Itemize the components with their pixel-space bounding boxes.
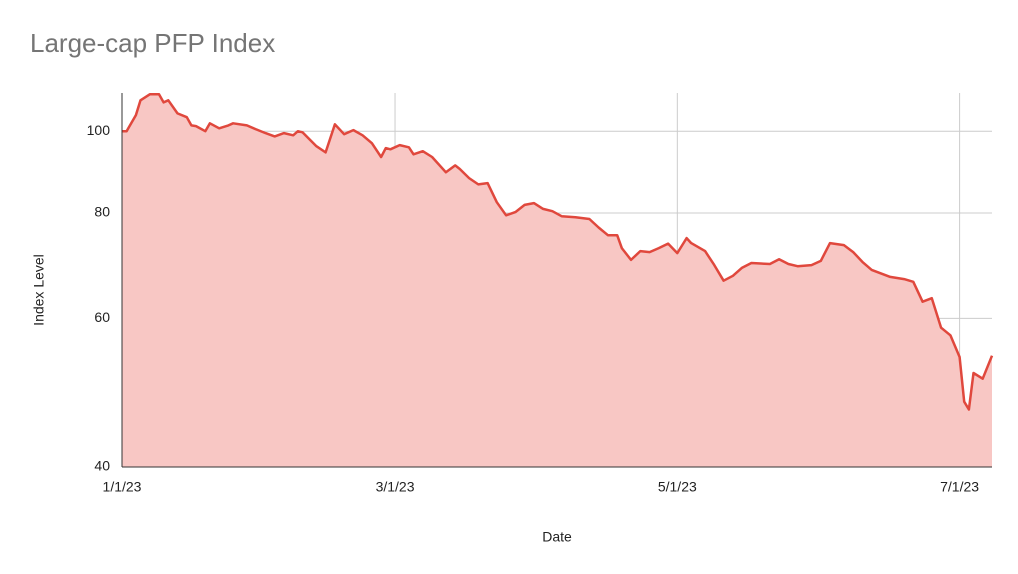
chart-title: Large-cap PFP Index	[30, 28, 275, 58]
y-tick-label: 40	[94, 458, 110, 474]
y-tick-label: 100	[87, 122, 111, 138]
x-tick-label: 1/1/23	[103, 479, 142, 495]
y-tick-label: 60	[94, 309, 110, 325]
x-tick-label: 3/1/23	[376, 479, 415, 495]
x-axis-label: Date	[542, 529, 572, 545]
y-tick-label: 80	[94, 204, 110, 220]
area-fill	[122, 94, 992, 468]
x-tick-label: 7/1/23	[940, 479, 979, 495]
series-line	[122, 93, 994, 411]
x-tick-label: 5/1/23	[658, 479, 697, 495]
y-axis-label: Index Level	[31, 254, 47, 326]
